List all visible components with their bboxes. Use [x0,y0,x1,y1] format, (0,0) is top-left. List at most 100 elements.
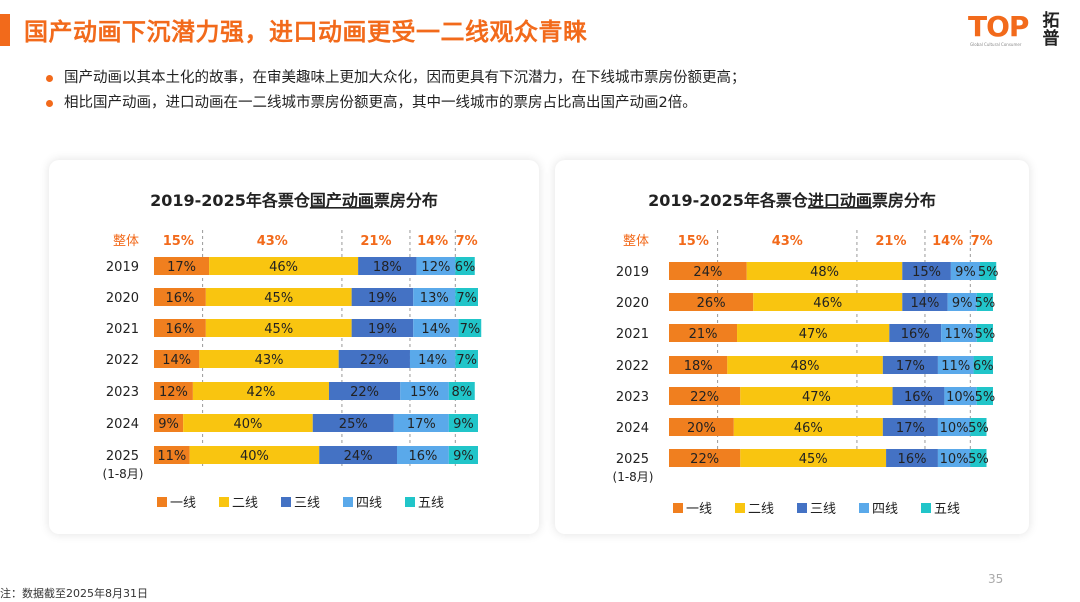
bar-value-label: 12% [421,260,450,275]
bullet-item: 国产动画以其本土化的故事，在审美趣味上更加大众化，因而更具有下沉潜力，在下线城市… [46,66,746,91]
bar-segment [209,257,359,275]
bar-value-label: 17% [167,260,196,275]
chart-title: 2019-2025年各票仓国产动画票房分布 [150,191,438,210]
overall-value-label: 43% [772,234,803,249]
bar-segment [733,418,883,436]
bar-segment [669,387,741,405]
bar-value-label: 25% [339,417,368,432]
bar-value-label: 7% [456,291,477,306]
chart-title-part: 票房分布 [872,191,936,210]
year-note-label: (1-8月) [103,467,144,481]
bar-segment [312,414,394,432]
chart-title-part: 2019-2025年各票仓 [150,191,311,210]
bar-value-label: 14% [911,296,940,311]
year-label: 2020 [616,296,649,311]
bar-segment [319,446,397,464]
bar-segment [455,257,475,275]
bar-value-label: 47% [799,327,828,342]
bar-value-label: 40% [240,449,269,464]
bar-value-label: 18% [684,359,713,374]
bar-value-label: 19% [368,322,397,337]
bar-value-label: 17% [407,417,436,432]
chart-title-part: 2019-2025年各票仓 [648,191,809,210]
bar-segment [205,319,352,337]
bar-segment [448,414,478,432]
bullet-list: 国产动画以其本土化的故事，在审美趣味上更加大众化，因而更具有下沉潜力，在下线城市… [46,66,746,116]
bar-value-label: 17% [896,359,925,374]
legend-label: 五线 [418,496,444,511]
bar-segment [727,356,883,374]
bar-segment [753,293,903,311]
bar-value-label: 10% [940,452,969,467]
bar-value-label: 9% [453,449,474,464]
bar-value-label: 16% [408,449,437,464]
bar-value-label: 48% [810,265,839,280]
bar-segment [973,356,993,374]
bar-segment [882,356,938,374]
bar-value-label: 21% [689,327,718,342]
overall-label: 整体 [623,234,649,249]
bar-segment [980,262,997,280]
bar-segment [154,319,206,337]
legend-label: 一线 [170,496,196,511]
chart-title-part: 国产动画 [310,191,374,210]
bar-value-label: 6% [455,260,476,275]
bar-segment [192,382,329,400]
bar-value-label: 16% [898,452,927,467]
chart-title: 2019-2025年各票仓进口动画票房分布 [648,191,936,210]
bar-value-label: 14% [421,322,450,337]
bar-segment [328,382,401,400]
bar-segment [950,262,981,280]
bar-segment [154,446,190,464]
bar-value-label: 12% [159,385,188,400]
bar-segment [937,449,971,467]
bar-segment [455,288,478,306]
bar-value-label: 8% [451,385,472,400]
bar-segment [413,288,456,306]
bar-segment [448,382,475,400]
bar-segment [976,293,993,311]
year-label: 2020 [106,291,139,306]
legend-label: 二线 [748,502,774,517]
bar-segment [886,449,938,467]
bar-value-label: 7% [456,353,477,368]
bar-value-label: 22% [690,390,719,405]
legend-label: 一线 [686,502,712,517]
bar-segment [970,449,987,467]
bar-segment [183,414,313,432]
legend-swatch [157,497,167,507]
bar-segment [154,257,210,275]
bar-value-label: 20% [687,421,716,436]
bar-value-label: 22% [350,385,379,400]
legend-label: 五线 [934,502,960,517]
bar-segment [902,293,948,311]
page-title: 国产动画下沉潜力强，进口动画更受一二线观众青睐 [24,18,588,46]
bar-segment [416,257,456,275]
bar-segment [358,257,417,275]
bar-value-label: 47% [802,390,831,405]
bar-segment [740,387,893,405]
legend-label: 四线 [356,496,382,511]
bar-segment [889,324,942,342]
bar-segment [941,324,977,342]
year-label: 2025 [106,449,139,464]
overall-value-label: 14% [932,234,963,249]
bar-value-label: 46% [269,260,298,275]
year-label: 2021 [106,322,139,337]
bar-segment [393,414,449,432]
bar-value-label: 24% [693,265,722,280]
year-note-label: (1-8月) [613,470,654,484]
bar-value-label: 5% [975,327,996,342]
bar-value-label: 11% [941,359,970,374]
bar-value-label: 10% [946,390,975,405]
bar-segment [154,382,193,400]
year-label: 2022 [106,353,139,368]
bar-segment [740,449,887,467]
year-label: 2025 [616,452,649,467]
bar-value-label: 7% [460,322,481,337]
bar-value-label: 5% [975,390,996,405]
bar-segment [970,418,987,436]
bar-segment [154,414,184,432]
bar-segment [902,262,951,280]
